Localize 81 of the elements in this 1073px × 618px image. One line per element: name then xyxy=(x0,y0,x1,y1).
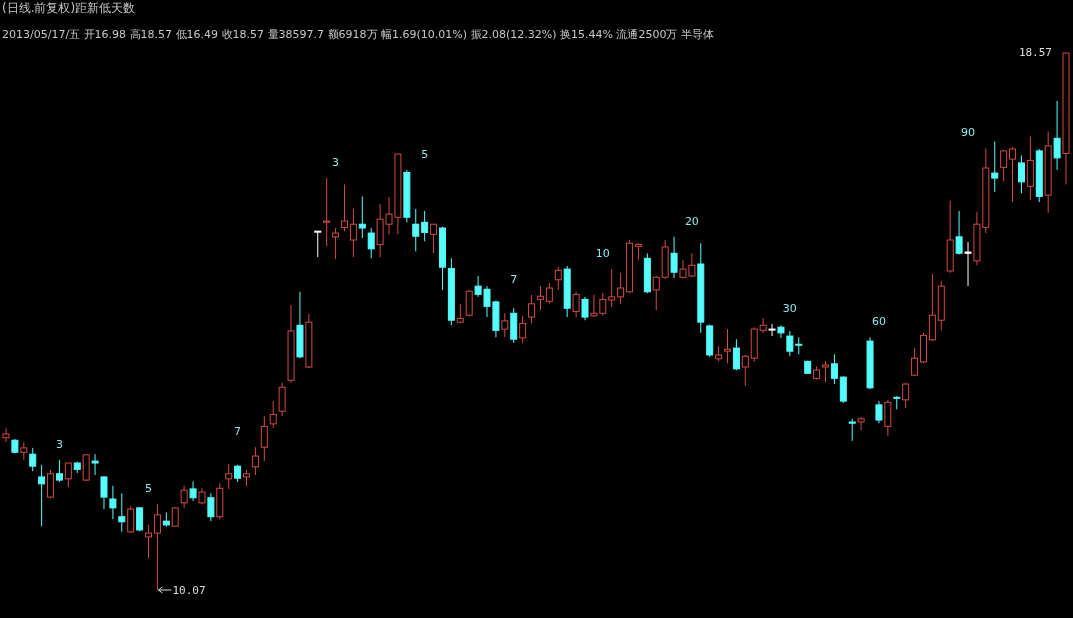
candlestick xyxy=(991,140,999,193)
candlestick xyxy=(732,338,740,371)
candlestick xyxy=(501,312,509,338)
candlestick xyxy=(465,289,473,317)
candlestick xyxy=(884,399,892,437)
candlestick xyxy=(332,227,340,260)
candlestick xyxy=(1053,100,1061,171)
candlestick xyxy=(955,210,963,256)
candlestick xyxy=(171,506,179,528)
candlestick xyxy=(29,447,37,472)
annotation: 10 xyxy=(595,247,610,261)
candlestick xyxy=(314,230,322,258)
candlestick xyxy=(519,315,527,344)
candlestick xyxy=(839,375,847,404)
annotation: 10.07 xyxy=(172,584,206,597)
candlestick xyxy=(617,272,625,305)
candlestick xyxy=(1000,149,1008,182)
candlestick xyxy=(127,505,135,534)
candlestick xyxy=(911,347,919,377)
candlestick xyxy=(741,354,749,387)
candlestick xyxy=(536,285,544,311)
candlestick xyxy=(608,268,616,308)
candlestick xyxy=(109,485,117,520)
candlestick xyxy=(572,291,580,318)
candlestick xyxy=(1009,146,1017,203)
annotation: 60 xyxy=(871,315,886,329)
candlestick xyxy=(38,464,46,527)
annotation: 18.57 xyxy=(1018,46,1052,59)
candlestick xyxy=(189,480,197,502)
candlestick xyxy=(153,503,161,591)
candlestick xyxy=(528,294,536,324)
candlestick xyxy=(1017,154,1025,194)
annotation: 7 xyxy=(510,272,518,286)
candlestick xyxy=(830,353,838,385)
candlestick xyxy=(652,275,660,311)
candlestick xyxy=(269,400,277,429)
candlestick xyxy=(2,427,10,443)
candlestick xyxy=(421,210,429,242)
candlestick xyxy=(136,506,144,532)
annotation: 3 xyxy=(55,437,63,451)
annotation: 3 xyxy=(332,156,340,170)
candlestick xyxy=(581,296,589,321)
candlestick xyxy=(430,223,438,254)
candlestick xyxy=(875,400,883,424)
annotation: 90 xyxy=(961,126,976,140)
candlestick xyxy=(412,208,420,252)
candlestick xyxy=(260,415,268,462)
candlestick xyxy=(545,282,553,305)
candlestick xyxy=(145,524,153,559)
candlestick xyxy=(251,446,259,476)
candlestick xyxy=(822,360,829,383)
candlestick xyxy=(64,462,72,488)
candlestick xyxy=(323,177,331,247)
candlestick xyxy=(91,453,99,476)
candlestick xyxy=(340,183,348,232)
candlestick xyxy=(848,418,856,442)
annotation: 20 xyxy=(684,214,699,228)
candlestick xyxy=(777,324,785,339)
candlestick xyxy=(207,492,215,522)
candlestick xyxy=(857,416,865,431)
candlestick xyxy=(349,207,357,258)
candlestick xyxy=(964,241,972,287)
candlestick xyxy=(902,382,910,409)
annotation: 5 xyxy=(421,147,429,161)
candlestick xyxy=(724,328,732,364)
candlestick xyxy=(47,469,55,499)
candlestick xyxy=(358,195,366,239)
annotation: 7 xyxy=(234,425,242,439)
candlestick xyxy=(367,227,375,259)
candlestick xyxy=(768,323,776,337)
chart-subtitle: 2013/05/17/五 开16.98 高18.57 低16.49 收18.57 量38597.7 额6918万 幅1.69(10.01%) 振2.08(12.32%) 换15.44% 流通2500万 半导体 xyxy=(2,28,714,41)
candlestick xyxy=(225,463,233,490)
candlestick xyxy=(670,236,678,279)
candlestick xyxy=(554,266,562,291)
candlestick xyxy=(55,459,63,483)
candlestick xyxy=(180,485,188,509)
annotation: 30 xyxy=(782,302,797,316)
annotation: 5 xyxy=(145,482,153,496)
chart-title: (日线.前复权)距新低天数 xyxy=(2,1,136,15)
candlestick xyxy=(100,475,108,510)
candlestick xyxy=(118,492,126,533)
